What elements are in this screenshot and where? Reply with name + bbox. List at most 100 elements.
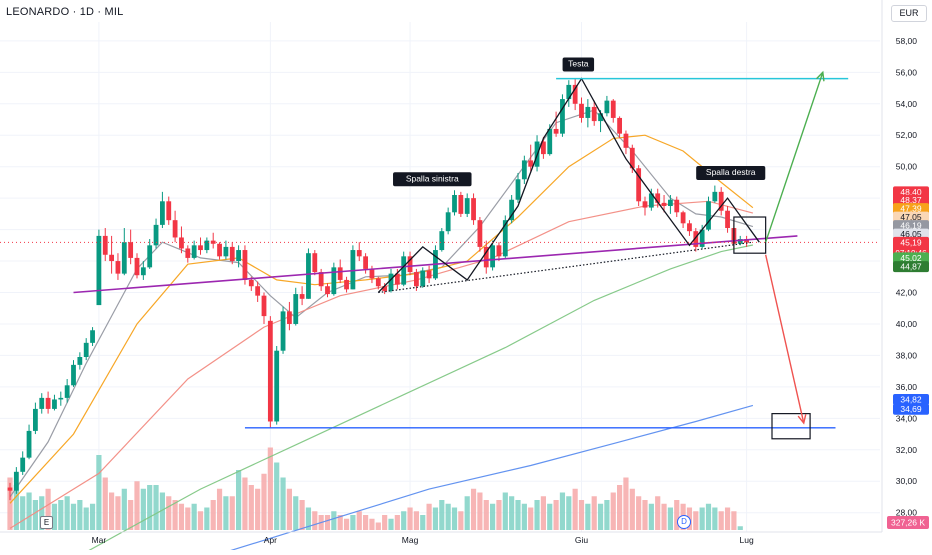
y-tick-label: 42,00 <box>896 288 918 298</box>
candle-body <box>668 199 673 207</box>
volume-bar <box>51 503 58 530</box>
volume-bar <box>147 485 153 530</box>
candle-body <box>394 273 400 285</box>
candle-body <box>464 198 470 214</box>
volume-bar <box>413 511 419 530</box>
volume-bar <box>470 488 477 530</box>
volume-bar <box>629 488 635 530</box>
candle-body <box>725 210 730 229</box>
candle-body <box>71 364 76 386</box>
candle-body <box>331 267 337 295</box>
candle-body <box>147 245 153 268</box>
candle-body <box>64 385 70 398</box>
volume-bar <box>185 507 191 530</box>
candle-body <box>579 103 584 118</box>
volume-bar <box>331 511 337 530</box>
candle-body <box>13 471 19 491</box>
candle-body <box>566 84 572 100</box>
price-label-text: 48,37 <box>900 195 922 205</box>
annotation-label: Testa <box>568 59 589 69</box>
volume-bar <box>128 500 134 530</box>
volume-bar <box>547 503 553 530</box>
candle-body <box>604 100 610 114</box>
candle-body <box>356 250 362 257</box>
annotation-background <box>562 57 595 72</box>
volume-bar <box>490 503 496 530</box>
volume-bar <box>286 488 292 530</box>
currency-selector[interactable]: EUR <box>891 5 927 22</box>
price-axis-label: 48,40 <box>893 186 929 198</box>
price-label-text: 46,05 <box>900 229 922 239</box>
volume-bar <box>394 515 400 530</box>
y-tick-label: 56,00 <box>896 67 918 77</box>
candle-body <box>344 279 349 290</box>
volume-bar <box>420 515 426 530</box>
candles <box>7 78 749 501</box>
candle-body <box>471 198 476 221</box>
candle-body <box>83 342 89 357</box>
candle-body <box>350 250 356 290</box>
moving-average-line <box>225 404 754 553</box>
volume-bar <box>401 511 407 530</box>
earnings-event-marker[interactable]: E <box>40 516 53 529</box>
candle-body <box>648 193 654 208</box>
candle-body <box>140 267 146 276</box>
y-tick-label: 40,00 <box>896 319 918 329</box>
volume-label-text: 327,26 K <box>891 518 925 528</box>
volume-bar <box>445 503 451 530</box>
price-label-text: 45,19 <box>900 237 922 247</box>
volume-bars <box>7 447 743 530</box>
price-label-text: 34,69 <box>900 404 922 414</box>
target-box <box>771 413 811 440</box>
candle-body <box>299 294 305 299</box>
annotation-background <box>393 172 472 187</box>
moving-average-line <box>9 109 754 498</box>
symbol-title[interactable]: LEONARDO · 1D · MIL <box>6 6 124 18</box>
candle-body <box>515 179 521 200</box>
price-axis-label: 45,02 <box>893 252 929 264</box>
volume-bar <box>236 470 242 530</box>
y-tick-label: 38,00 <box>896 350 918 360</box>
volume-bar <box>96 455 102 530</box>
volume-bar <box>388 518 394 530</box>
price-label-background <box>893 211 929 223</box>
volume-bar <box>705 503 712 530</box>
volume-bar <box>134 481 140 530</box>
candle-body <box>128 242 134 258</box>
candle-body <box>204 240 210 251</box>
volume-bar <box>216 488 223 530</box>
volume-bar <box>324 515 331 530</box>
x-tick-label: Giu <box>575 535 589 545</box>
candle-body <box>58 397 64 400</box>
price-label-text: 44,87 <box>900 262 922 272</box>
candle-body <box>699 229 705 247</box>
candle-body <box>280 311 286 351</box>
candle-body <box>375 278 381 287</box>
dividend-event-marker[interactable]: D <box>677 515 691 529</box>
volume-bar <box>597 503 604 530</box>
candle-body <box>426 270 432 279</box>
volume-bar <box>572 488 578 530</box>
volume-bar <box>502 492 508 530</box>
price-label-background <box>893 186 929 198</box>
volume-bar <box>299 500 305 530</box>
volume-bar <box>343 518 350 530</box>
candle-body <box>96 235 102 306</box>
candle-body <box>90 330 95 343</box>
volume-bar <box>280 477 286 530</box>
volume-bar <box>528 507 534 530</box>
candle-body <box>134 257 140 276</box>
volume-bar <box>566 496 572 530</box>
volume-bar <box>699 507 705 530</box>
volume-bar <box>718 511 724 530</box>
price-label-text: 48,40 <box>900 187 922 197</box>
candle-body <box>547 128 553 155</box>
volume-bar <box>32 500 38 530</box>
x-tick-label: Apr <box>264 535 277 545</box>
volume-bar <box>242 477 248 530</box>
volume-bar <box>255 488 261 530</box>
volume-bar <box>604 500 610 530</box>
volume-bar <box>439 500 445 530</box>
price-label-background <box>893 403 929 415</box>
